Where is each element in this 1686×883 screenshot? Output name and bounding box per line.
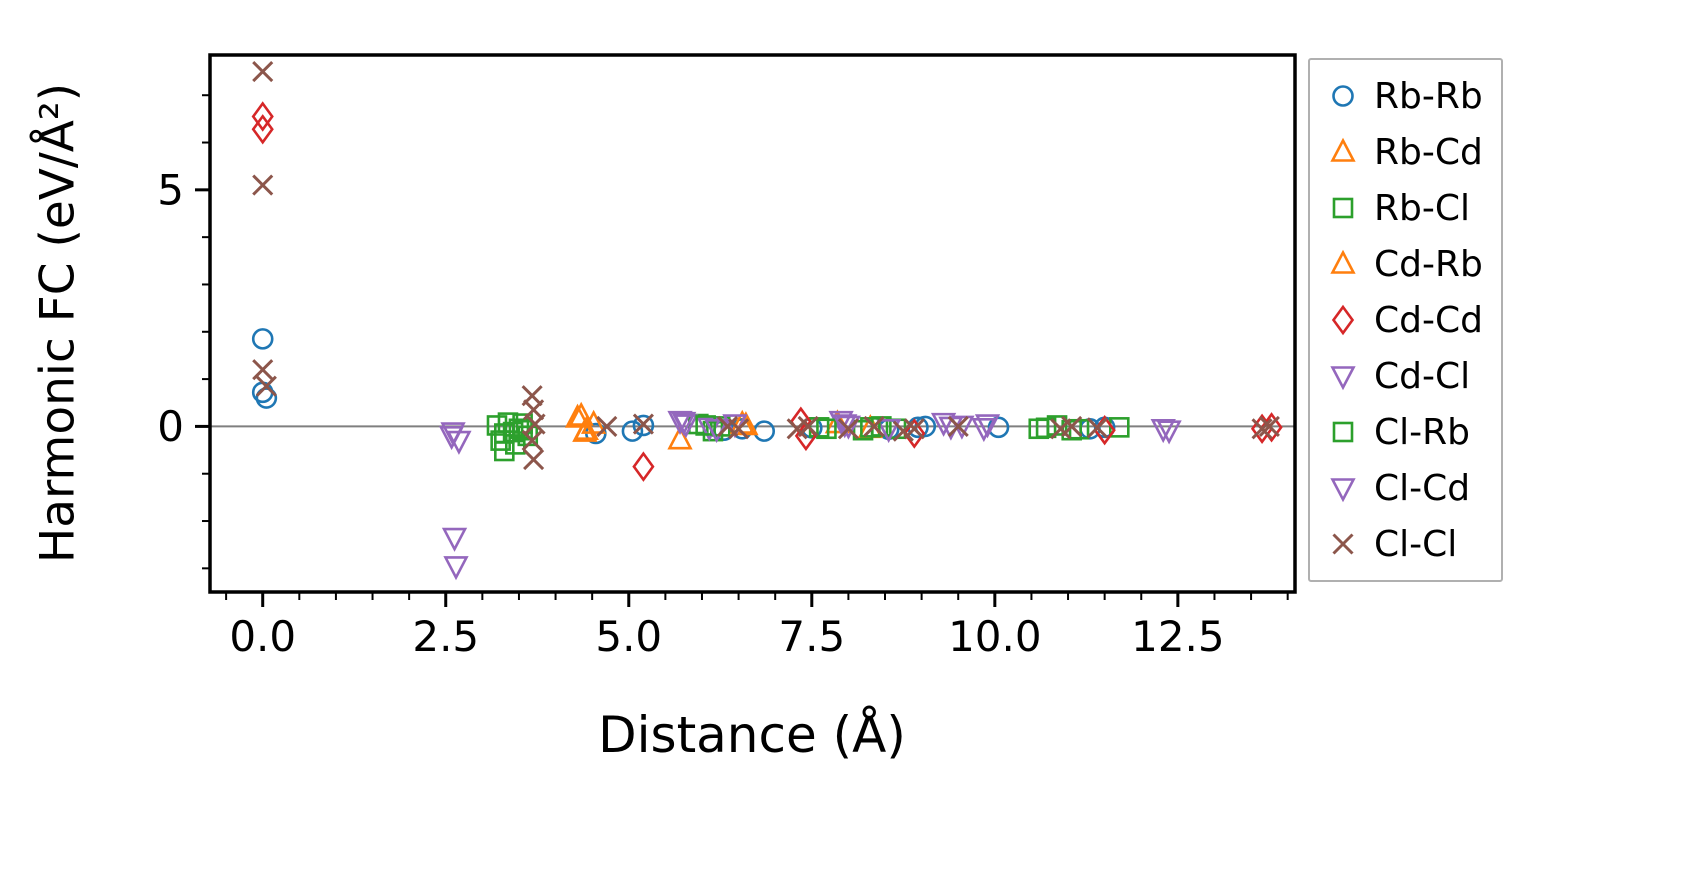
- plot-border: [208, 53, 1297, 594]
- legend-label: Cd-Rb: [1374, 243, 1483, 285]
- legend-label: Rb-Cd: [1374, 131, 1483, 173]
- minor-ticks: [202, 94, 1289, 600]
- legend-entry-Cl-Cd: Cl-Cd: [1322, 462, 1483, 514]
- triangle-up-marker-icon: [1330, 249, 1356, 274]
- major-ticks: 0.0 2.5 5.0 7.5 10.0 12.5 0 5: [157, 165, 1224, 661]
- triangle-down-marker-icon: [1330, 366, 1356, 391]
- legend-entry-Rb-Cd: Rb-Cd: [1322, 126, 1483, 178]
- x-axis-label: Distance (Å): [598, 706, 906, 764]
- x-tick-label: 10.0: [948, 612, 1042, 661]
- square-marker-icon: [1332, 197, 1354, 219]
- y-tick-label: 5: [157, 165, 184, 214]
- legend-label: Cd-Cd: [1374, 299, 1483, 341]
- x-tick-label: 5.0: [595, 612, 662, 661]
- x-tick-label: 2.5: [412, 612, 479, 661]
- y-tick-label: 0: [157, 402, 184, 451]
- x-marker-icon: [1332, 533, 1354, 555]
- triangle-up-marker-icon: [1330, 137, 1356, 162]
- y-axis-label: Harmonic FC (eV/Å²): [30, 82, 86, 564]
- x-tick-label: 0.0: [229, 612, 296, 661]
- circle-marker-icon: [1332, 85, 1354, 107]
- legend-entry-Cl-Cl: Cl-Cl: [1322, 518, 1483, 570]
- legend-entry-Cl-Rb: Cl-Rb: [1322, 406, 1483, 458]
- x-tick-label: 7.5: [778, 612, 845, 661]
- series-Cl-Cl: [252, 60, 1280, 471]
- legend-label: Cl-Rb: [1374, 411, 1470, 453]
- legend-entry-Rb-Cl: Rb-Cl: [1322, 182, 1483, 234]
- legend-label: Rb-Cl: [1374, 187, 1470, 229]
- diamond-marker-icon: [1331, 304, 1355, 336]
- legend-label: Cl-Cd: [1374, 467, 1471, 509]
- legend-entry-Cd-Cd: Cd-Cd: [1322, 294, 1483, 346]
- triangle-down-marker-icon: [1330, 478, 1356, 503]
- square-marker-icon: [1332, 421, 1354, 443]
- legend: Rb-Rb Rb-Cd Rb-Cl Cd-Rb Cd-Cd Cd-Cl Cl-Rb Cl-Cd…: [1308, 58, 1503, 582]
- legend-label: Rb-Rb: [1374, 75, 1483, 117]
- x-tick-label: 12.5: [1131, 612, 1225, 661]
- legend-entry-Rb-Rb: Rb-Rb: [1322, 70, 1483, 122]
- legend-entry-Cd-Cl: Cd-Cl: [1322, 350, 1483, 402]
- legend-label: Cl-Cl: [1374, 523, 1458, 565]
- legend-entry-Cd-Rb: Cd-Rb: [1322, 238, 1483, 290]
- legend-label: Cd-Cl: [1374, 355, 1471, 397]
